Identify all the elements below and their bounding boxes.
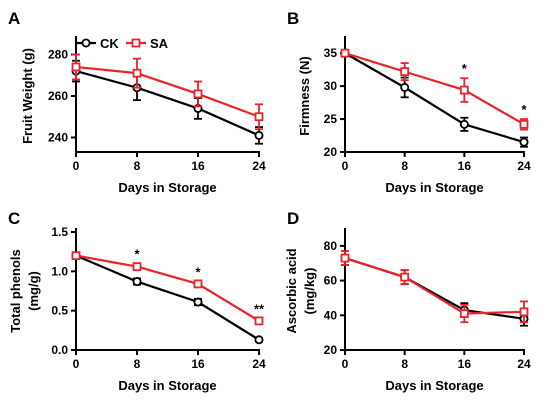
x-tick-label: 24 bbox=[517, 357, 531, 371]
data-point bbox=[254, 335, 264, 345]
y-tick-label: 280 bbox=[48, 48, 68, 62]
panel-label: D bbox=[287, 209, 299, 228]
data-point bbox=[132, 277, 142, 287]
y-axis-title: Ascorbic acid bbox=[284, 248, 299, 333]
x-axis-title: Days in Storage bbox=[118, 378, 216, 393]
legend-marker bbox=[81, 38, 91, 48]
series-sa bbox=[71, 53, 264, 131]
y-tick-label: 35 bbox=[324, 46, 338, 60]
data-point bbox=[340, 253, 350, 263]
panel-label: A bbox=[8, 9, 20, 28]
y-axis-title: Fruit Weight (g) bbox=[20, 48, 35, 144]
chart-panel-c: C 0.0 0.5 1.0 1.5 0 8 16 24 Days in Storage Total … bbox=[8, 209, 266, 393]
data-point bbox=[71, 62, 81, 72]
data-point bbox=[340, 48, 350, 58]
series-ck bbox=[71, 251, 264, 345]
data-point bbox=[400, 272, 410, 282]
series-line bbox=[75, 254, 260, 341]
series-ck bbox=[340, 48, 529, 148]
data-point bbox=[254, 316, 264, 326]
data-point bbox=[519, 307, 529, 317]
x-tick-label: 8 bbox=[134, 357, 141, 371]
data-point bbox=[459, 85, 469, 95]
legend-label: CK bbox=[100, 36, 119, 51]
y-axis-title: Total phenols bbox=[8, 249, 23, 333]
data-point bbox=[254, 130, 264, 140]
series-sa bbox=[71, 251, 264, 326]
chart-panel-b: B 20 25 30 35 0 8 16 24 Days in Storage Firmness (… bbox=[287, 9, 531, 195]
y-tick-label: 20 bbox=[324, 145, 338, 159]
data-point bbox=[71, 251, 81, 261]
data-point bbox=[132, 262, 142, 272]
panel-label: C bbox=[8, 209, 20, 228]
x-tick-label: 16 bbox=[191, 159, 205, 173]
series-line bbox=[75, 254, 260, 322]
series-sa bbox=[340, 48, 529, 131]
significance-marker: ** bbox=[254, 302, 265, 317]
y-tick-label: 30 bbox=[324, 79, 338, 93]
series-sa bbox=[340, 250, 529, 324]
y-tick-label: 240 bbox=[48, 130, 68, 144]
x-tick-label: 0 bbox=[342, 357, 349, 371]
y-tick-label: 1.5 bbox=[51, 225, 68, 239]
significance-marker: * bbox=[521, 102, 527, 117]
significance-marker: * bbox=[195, 265, 201, 280]
data-point bbox=[400, 67, 410, 77]
x-axis-title: Days in Storage bbox=[385, 180, 483, 195]
y-tick-label: 60 bbox=[324, 274, 338, 288]
x-tick-label: 8 bbox=[401, 357, 408, 371]
y-axis-title: Firmness (N) bbox=[297, 56, 312, 135]
x-tick-label: 16 bbox=[458, 159, 472, 173]
data-point bbox=[193, 279, 203, 289]
y-tick-label: 0.5 bbox=[51, 304, 68, 318]
y-tick-label: 40 bbox=[324, 308, 338, 322]
x-tick-label: 8 bbox=[401, 159, 408, 173]
y-tick-label: 80 bbox=[324, 239, 338, 253]
x-tick-label: 24 bbox=[252, 159, 266, 173]
chart-panel-a: A 240 260 280 0 8 16 24 Days in Storage Fruit Wei… bbox=[8, 9, 266, 195]
x-tick-label: 0 bbox=[342, 159, 349, 173]
x-tick-label: 0 bbox=[73, 357, 80, 371]
data-point bbox=[193, 89, 203, 99]
x-tick-label: 8 bbox=[134, 159, 141, 173]
significance-marker: * bbox=[134, 246, 140, 261]
y-tick-label: 25 bbox=[324, 112, 338, 126]
data-point bbox=[254, 112, 264, 122]
series-line bbox=[344, 52, 525, 126]
x-tick-label: 24 bbox=[252, 357, 266, 371]
series-line bbox=[75, 65, 260, 118]
x-tick-label: 16 bbox=[191, 357, 205, 371]
x-tick-label: 0 bbox=[73, 159, 80, 173]
data-point bbox=[193, 297, 203, 307]
y-axis-title-units: (mg/g) bbox=[26, 271, 41, 311]
x-tick-label: 16 bbox=[458, 357, 472, 371]
panel-label: B bbox=[287, 9, 299, 28]
chart-panel-d: D 20 40 60 80 0 8 16 24 Days in Storage Ascorbic a… bbox=[284, 209, 531, 393]
legend-marker bbox=[131, 38, 141, 48]
series-line bbox=[344, 52, 525, 144]
series-ck bbox=[71, 59, 264, 145]
legend: CK SA bbox=[76, 36, 169, 51]
legend-label: SA bbox=[150, 36, 169, 51]
x-tick-label: 24 bbox=[517, 159, 531, 173]
y-tick-label: 0.0 bbox=[51, 343, 68, 357]
data-point bbox=[459, 309, 469, 318]
series-line bbox=[75, 70, 260, 137]
y-axis-title-units: (mg/kg) bbox=[302, 268, 317, 315]
data-point bbox=[519, 119, 529, 129]
series-line bbox=[344, 256, 525, 315]
y-tick-label: 20 bbox=[324, 343, 338, 357]
significance-marker: * bbox=[462, 61, 468, 76]
x-axis-title: Days in Storage bbox=[118, 180, 216, 195]
data-point bbox=[519, 137, 529, 147]
series-ck bbox=[340, 250, 529, 327]
y-tick-label: 1.0 bbox=[51, 264, 68, 278]
data-point bbox=[400, 82, 410, 92]
x-axis-title: Days in Storage bbox=[385, 378, 483, 393]
data-point bbox=[132, 68, 142, 78]
data-point bbox=[459, 119, 469, 129]
y-tick-label: 260 bbox=[48, 89, 68, 103]
